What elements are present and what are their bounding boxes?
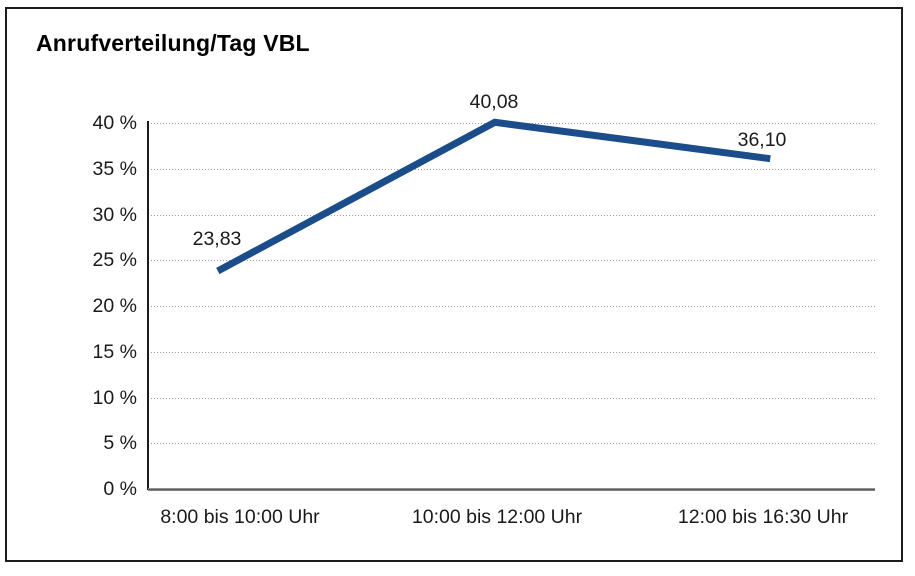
- data-point-label: 36,10: [737, 129, 787, 151]
- h-gridline: [148, 169, 875, 170]
- h-gridline: [148, 215, 875, 216]
- h-gridline: [148, 352, 875, 353]
- y-axis-line: [147, 121, 149, 490]
- h-gridline: [148, 306, 875, 307]
- data-point-label: 23,83: [192, 228, 242, 250]
- data-point-label: 40,08: [469, 91, 519, 113]
- h-gridline: [148, 260, 875, 261]
- x-axis-category-label: 10:00 bis 12:00 Uhr: [411, 506, 583, 528]
- y-axis-tick-label: 0 %: [103, 478, 137, 500]
- x-axis-category-label: 8:00 bis 10:00 Uhr: [160, 506, 320, 528]
- trend-line-path: [216, 118, 771, 275]
- h-gridline: [148, 398, 875, 399]
- chart-title: Anrufverteilung/Tag VBL: [36, 30, 310, 56]
- y-axis-tick-label: 40 %: [92, 112, 137, 134]
- y-axis-tick-label: 30 %: [92, 204, 137, 226]
- trend-line: [216, 118, 771, 275]
- y-axis-tick-label: 15 %: [92, 341, 137, 363]
- y-axis-tick-label: 25 %: [92, 249, 137, 271]
- y-axis-tick-label: 35 %: [92, 158, 137, 180]
- x-axis-line: [148, 488, 875, 491]
- y-axis-tick-label: 5 %: [103, 432, 137, 454]
- y-axis-tick-label: 20 %: [92, 295, 137, 317]
- y-axis-tick-label: 10 %: [92, 387, 137, 409]
- h-gridline: [148, 443, 875, 444]
- x-axis-category-label: 12:00 bis 16:30 Uhr: [677, 506, 849, 528]
